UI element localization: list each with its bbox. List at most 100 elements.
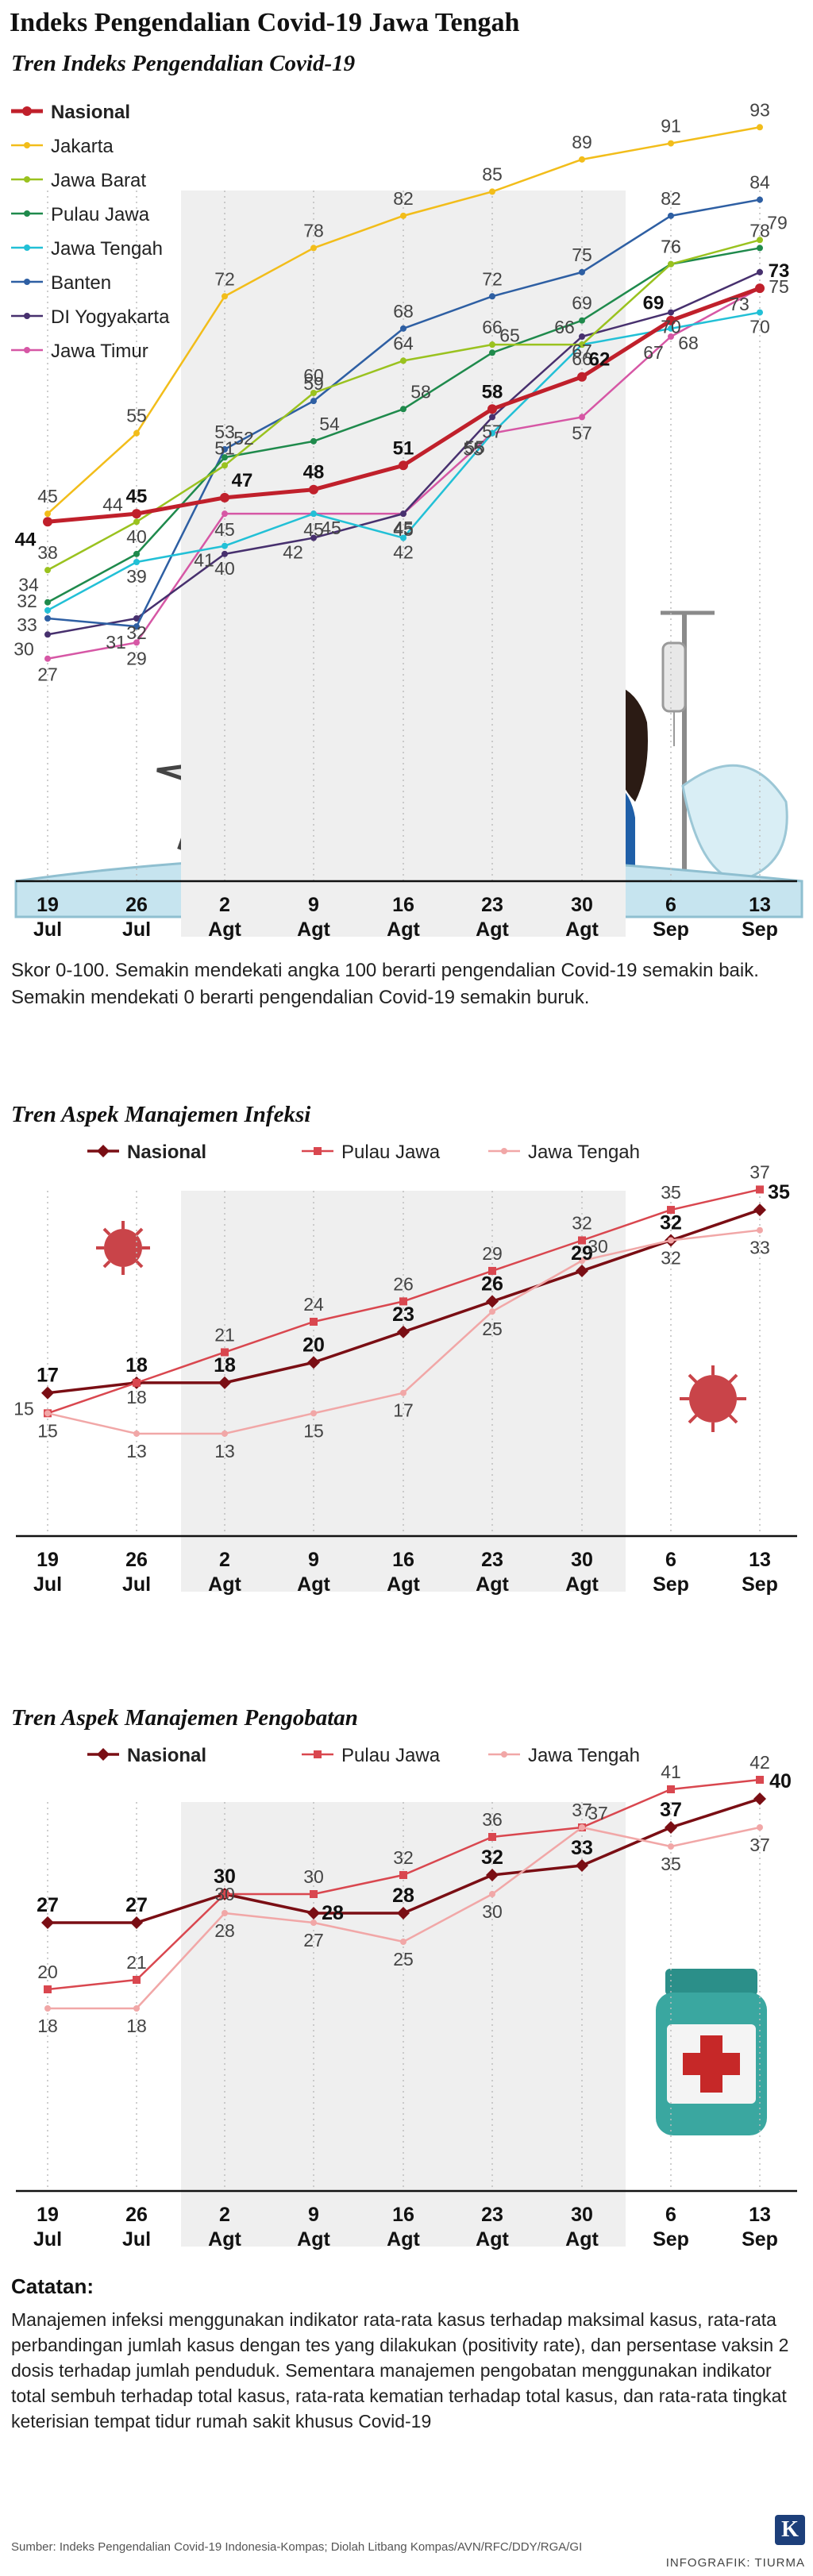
data-label-mgmt_nasional: 23 — [392, 1303, 414, 1326]
data-point-mgmt_jateng — [222, 1910, 228, 1916]
legend-label-jawa_barat: Jawa Barat — [51, 170, 146, 191]
data-point-banten — [400, 325, 406, 332]
data-point-jawa_barat — [222, 462, 228, 469]
data-point-mgmt_pulau — [221, 1890, 229, 1898]
data-label-mgmt_jateng: 15 — [303, 1420, 324, 1441]
data-label-mgmt_jateng: 25 — [393, 1949, 414, 1970]
data-label-mgmt_pulau: 35 — [661, 1182, 681, 1203]
data-label-jakarta: 55 — [126, 406, 147, 426]
data-point-banten — [133, 623, 140, 630]
data-point-mgmt_nasional — [576, 1859, 588, 1872]
legend-marker — [501, 1148, 507, 1154]
data-label-mgmt_jateng: 35 — [661, 1854, 681, 1874]
data-point-mgmt_jateng — [44, 2005, 51, 2012]
data-label-diy: 30 — [13, 638, 34, 659]
data-point-jakarta — [44, 510, 51, 518]
data-point-nasional — [132, 509, 141, 519]
data-point-jakarta — [400, 212, 406, 219]
data-point-mgmt_pulau — [667, 1206, 675, 1215]
x-tick-label: 13 Sep — [742, 1549, 778, 1596]
data-label-mgmt_jateng: 32 — [661, 1248, 681, 1269]
data-point-mgmt_jateng — [757, 1226, 763, 1234]
data-point-jakarta — [668, 140, 674, 147]
x-tick-label: 26 Jul — [122, 2204, 151, 2251]
data-point-diy — [579, 333, 585, 340]
data-point-pulau_jawa — [489, 349, 495, 356]
legend-marker — [314, 1147, 322, 1155]
data-point-jawa_barat — [310, 390, 317, 396]
data-point-mgmt_nasional — [41, 1386, 54, 1400]
data-label-mgmt_nasional: 28 — [322, 1902, 344, 1924]
data-label-jakarta: 78 — [303, 220, 324, 241]
data-point-mgmt_pulau — [756, 1776, 764, 1784]
data-point-jakarta — [133, 429, 140, 437]
data-point-mgmt_nasional — [486, 1295, 499, 1308]
data-label-jakarta: 82 — [393, 188, 414, 209]
data-point-pulau_jawa — [400, 406, 406, 413]
data-point-mgmt_jateng — [489, 1308, 495, 1315]
data-point-jawa_timur — [579, 414, 585, 421]
chart3-title: Tren Aspek Manajemen Pengobatan — [11, 1705, 358, 1731]
data-point-banten — [757, 196, 763, 203]
data-point-mgmt_pulau — [399, 1871, 407, 1879]
data-point-mgmt_pulau — [221, 1348, 229, 1357]
data-point-jawa_barat — [133, 518, 140, 526]
legend-marker — [24, 142, 30, 148]
data-label-mgmt_pulau: 21 — [126, 1952, 147, 1973]
x-tick-label: 30 Agt — [565, 2204, 599, 2251]
data-label-mgmt_nasional: 17 — [37, 1365, 59, 1387]
data-point-jawa_tengah — [489, 429, 495, 437]
data-label-diy: 45 — [393, 518, 414, 538]
data-label-banten: 31 — [106, 632, 126, 653]
medicine-illustration — [538, 1969, 767, 2135]
notes-heading: Catatan: — [11, 2274, 94, 2298]
x-tick-label: 6 Sep — [653, 894, 689, 941]
data-point-jakarta — [757, 124, 763, 131]
data-point-jawa_tengah — [400, 534, 406, 541]
legend-label-banten: Banten — [51, 272, 111, 294]
data-label-banten: 84 — [749, 172, 770, 193]
data-label-jawa_timur: 57 — [572, 422, 592, 443]
data-label-mgmt_pulau: 32 — [572, 1213, 592, 1234]
data-label-mgmt_pulau: 30 — [303, 1866, 324, 1887]
data-point-mgmt_nasional — [307, 1356, 320, 1369]
credit-text: INFOGRAFIK: TIURMA — [665, 2556, 805, 2570]
data-point-mgmt_pulau — [310, 1318, 318, 1326]
legend-label-nasional: Nasional — [51, 102, 130, 123]
data-label-jawa_timur: 67 — [643, 342, 664, 363]
data-point-mgmt_pulau — [667, 1785, 675, 1793]
data-label-pulau_jawa: 58 — [410, 381, 431, 402]
data-point-nasional — [43, 517, 52, 527]
data-point-mgmt_jateng — [668, 1843, 674, 1850]
data-point-mgmt_nasional — [665, 1821, 677, 1834]
data-label-jawa_timur: 45 — [214, 519, 235, 540]
data-label-pulau_jawa: 52 — [233, 428, 254, 449]
data-label-jawa_timur: 27 — [37, 664, 58, 685]
data-label-mgmt_jateng: 25 — [482, 1319, 503, 1339]
legend-marker — [24, 245, 30, 251]
data-point-pulau_jawa — [133, 550, 140, 557]
legend-marker — [97, 1145, 110, 1157]
legend-marker — [24, 279, 30, 285]
legend-label-mgmt_jateng: Jawa Tengah — [528, 1745, 640, 1766]
data-point-jawa_tengah — [668, 325, 674, 332]
data-label-banten: 75 — [572, 245, 592, 265]
data-point-nasional — [399, 460, 408, 471]
data-point-mgmt_jateng — [400, 1389, 406, 1396]
page-title: Indeks Pengendalian Covid-19 Jawa Tengah — [10, 8, 520, 37]
data-label-pulau_jawa: 78 — [749, 220, 770, 241]
data-label-mgmt_jateng: 33 — [749, 1238, 770, 1258]
data-label-mgmt_jateng: 27 — [303, 1930, 324, 1950]
data-point-mgmt_pulau — [310, 1890, 318, 1898]
data-point-mgmt_nasional — [130, 1916, 143, 1929]
data-point-banten — [489, 293, 495, 300]
data-label-mgmt_nasional: 40 — [769, 1770, 792, 1792]
data-point-jawa_tengah — [44, 606, 51, 614]
data-point-mgmt_jateng — [489, 1891, 495, 1897]
data-label-mgmt_nasional: 33 — [571, 1837, 593, 1859]
legend-marker — [314, 1750, 322, 1758]
data-label-pulau_jawa: 40 — [126, 526, 147, 547]
data-label-jakarta: 45 — [37, 486, 58, 506]
